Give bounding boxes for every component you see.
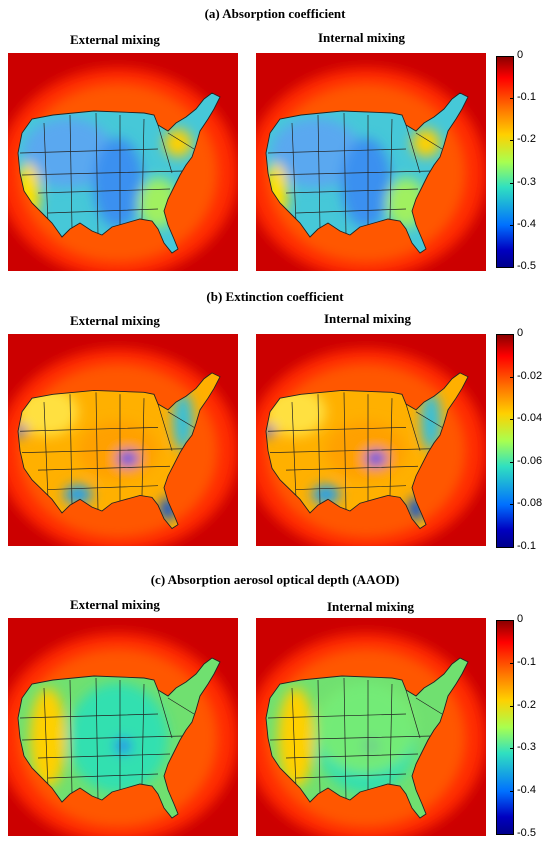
map-graphic [256, 618, 486, 836]
section-c-right-title: Internal mixing [327, 599, 415, 614]
colorbar-tick-mark [510, 620, 514, 621]
section-c-internal-map [256, 618, 486, 836]
section-a-right-title: Internal mixing [318, 30, 406, 45]
colorbar-tick-label: 0 [517, 49, 524, 61]
colorbar-tick-label: -0.5 [517, 260, 536, 272]
colorbar-tick-mark [510, 98, 514, 100]
map-graphic [256, 334, 486, 546]
section-b-internal-map [256, 334, 486, 546]
colorbar-tick-label: -0.3 [517, 175, 536, 188]
colorbar-tick-mark [510, 547, 514, 548]
colorbar-tick-label: -0.06 [517, 454, 543, 467]
section-a-internal-map [256, 53, 486, 271]
colorbar-tick-label: -0.08 [517, 497, 543, 510]
colorbar-tick-label: 0 [517, 327, 524, 339]
colorbar-tick-mark [510, 140, 514, 142]
colorbar-tick-mark [510, 224, 514, 226]
section-b-title: (b) Extinction coefficient [206, 289, 344, 304]
colorbar-tick-mark [510, 419, 514, 421]
colorbar-tick-mark [510, 662, 514, 664]
section-b-right-title: Internal mixing [324, 311, 412, 326]
section-a-title: (a) Absorption coefficient [204, 6, 346, 21]
colorbar-tick-label: -0.3 [517, 741, 536, 754]
section-c-left-title: External mixing [70, 597, 160, 612]
colorbar-tick-label: -0.02 [517, 369, 543, 382]
section-b-colorbar [496, 334, 514, 548]
section-a-left-title: External mixing [70, 32, 160, 47]
colorbar-tick-mark [510, 748, 514, 750]
map-graphic [8, 53, 238, 271]
section-a-colorbar [496, 56, 514, 268]
colorbar-tick-mark [510, 461, 514, 463]
colorbar-tick-label: -0.4 [517, 784, 536, 797]
colorbar-tick-mark [510, 56, 514, 57]
colorbar-tick-mark [510, 182, 514, 184]
map-graphic [8, 334, 238, 546]
colorbar-tick-mark [510, 791, 514, 793]
colorbar-tick-label: -0.5 [517, 827, 536, 839]
section-b-left-title: External mixing [70, 313, 160, 328]
colorbar-tick-mark [510, 705, 514, 707]
colorbar-tick-label: -0.2 [517, 698, 536, 711]
colorbar-tick-label: -0.1 [517, 540, 536, 552]
colorbar-tick-mark [510, 334, 514, 335]
colorbar-tick-label: -0.1 [517, 91, 536, 104]
colorbar-tick-mark [510, 376, 514, 378]
colorbar-tick-label: 0 [517, 613, 524, 625]
section-b-external-map [8, 334, 238, 546]
colorbar-tick-mark [510, 267, 514, 268]
section-a-external-map [8, 53, 238, 271]
colorbar-tick-label: -0.4 [517, 217, 536, 230]
section-c-external-map [8, 618, 238, 836]
section-c-title: (c) Absorption aerosol optical depth (AA… [150, 572, 400, 587]
colorbar-tick-label: -0.04 [517, 412, 543, 425]
map-graphic [8, 618, 238, 836]
colorbar-tick-mark [510, 504, 514, 506]
map-graphic [256, 53, 486, 271]
colorbar-tick-mark [510, 834, 514, 835]
section-c-colorbar [496, 620, 514, 835]
colorbar-tick-label: -0.1 [517, 655, 536, 668]
colorbar-tick-label: -0.2 [517, 133, 536, 146]
